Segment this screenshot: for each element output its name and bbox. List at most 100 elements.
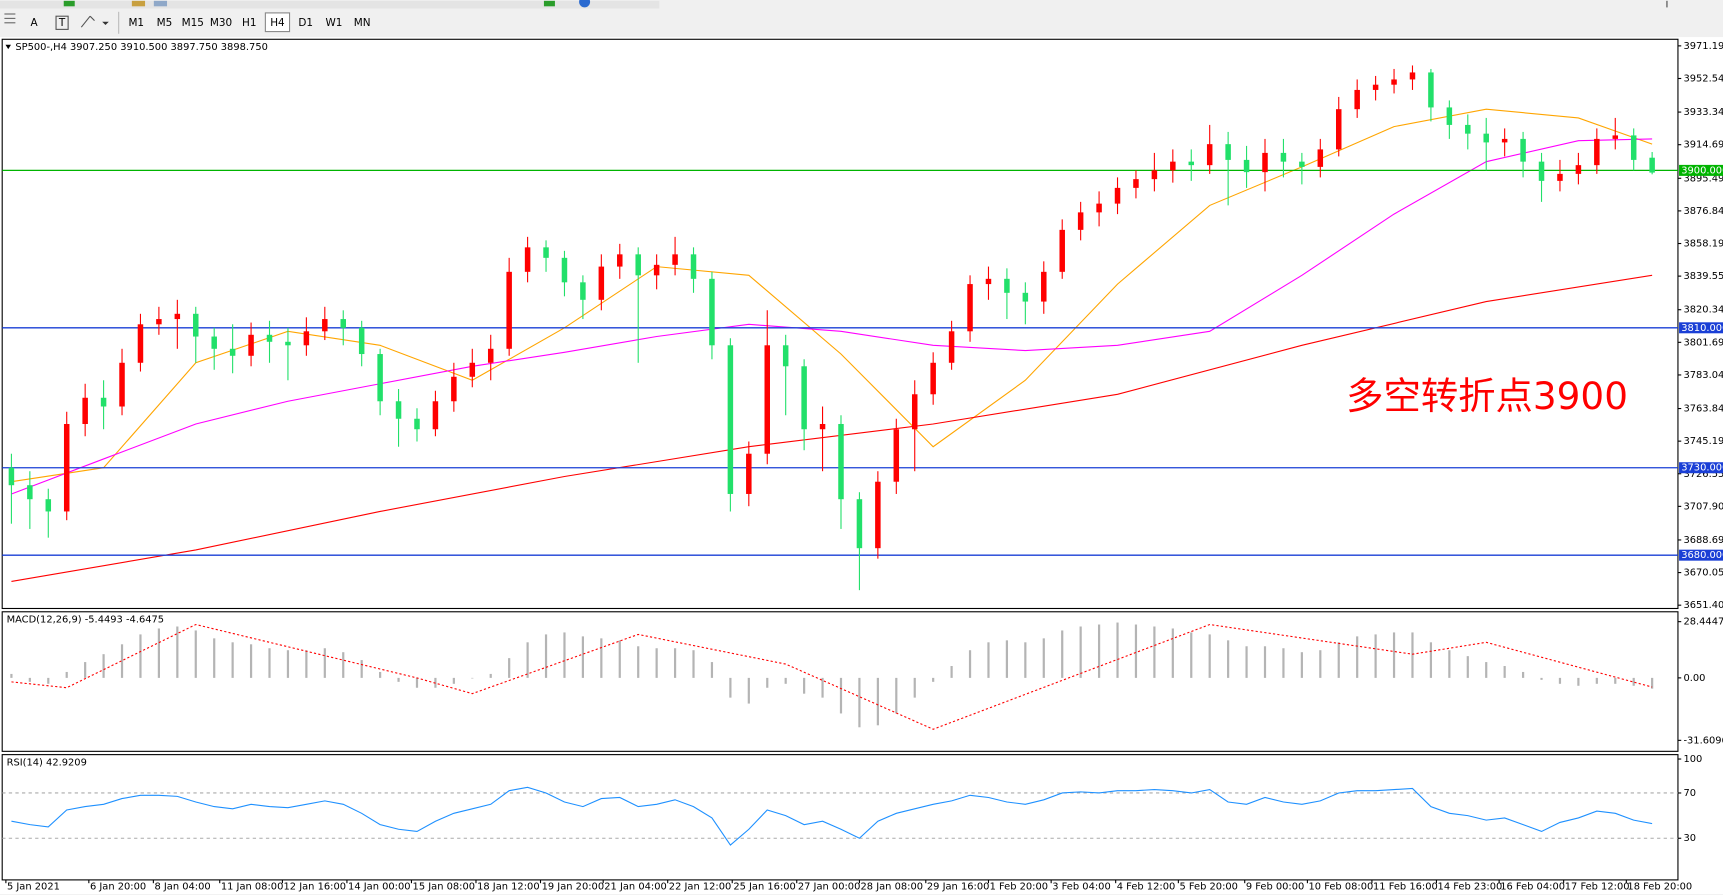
macd-bar [1116,622,1119,678]
macd-bar [1448,650,1451,678]
candle-body [1004,278,1010,293]
macd-bar [1374,634,1377,678]
icon[interactable] [63,0,75,7]
candle-body [487,348,494,363]
candle-body [524,247,531,272]
candle-body [598,266,605,300]
panel: 28.4447 0.00 -31.6096 MACD(12,26,9) -5.4493… [1,611,1723,752]
macd-bar [913,677,916,698]
x-tick-label: 14 Jan 00:00 [348,881,411,892]
macd-bar [1042,638,1045,678]
candle-body [174,313,181,320]
candle-body [561,257,568,283]
macd-bar [1466,656,1469,678]
candle-body [1465,124,1471,134]
candle-body [1649,157,1655,173]
timeframe-button[interactable]: M5 [157,17,173,29]
icon-dropdown[interactable] [102,21,109,25]
timeframe-button[interactable]: W1 [325,17,342,29]
y-tick-label: -31.6096 [1683,735,1723,746]
candle-body [801,366,807,430]
x-tick-label: 1 Feb 20:00 [990,881,1049,892]
level-label-bg [1679,164,1723,176]
macd-bar [747,677,750,704]
macd-bar [1208,634,1211,678]
macd-bar [1540,677,1543,680]
macd-bar [305,650,308,678]
macd-bar [489,673,492,678]
panel-title: MACD(12,26,9) -5.4493 -4.6475 [7,614,165,625]
timeframe-button[interactable]: M1 [128,17,144,29]
annotation: 多空转折点3900 [1346,374,1628,418]
level-label-bg [1679,322,1723,334]
candle-body [469,362,476,377]
level-label-bg [1679,462,1723,474]
macd-bar [581,636,585,678]
macd-bar [176,626,179,678]
tool-text[interactable]: A [30,17,38,29]
timeframe-button[interactable]: H4 [270,17,285,29]
macd-bar [839,677,843,714]
timeframe-button[interactable]: MN [354,17,371,29]
candle-body [690,254,697,279]
timeframe-active[interactable] [264,12,291,33]
candle-body [229,348,236,356]
macd-bar [249,644,253,678]
macd-bar [1429,642,1433,678]
icon[interactable] [579,0,591,8]
x-tick-label: 4 Feb 12:00 [1117,881,1176,892]
macd-bar [618,640,621,678]
candle-body [764,345,771,454]
icon[interactable] [543,0,555,7]
icon[interactable] [131,0,146,7]
x-tick-label: 29 Jan 16:00 [927,881,990,892]
candle-body [432,401,439,430]
tool-label[interactable]: T [58,17,66,29]
toolbar: A T M1 M5 M15 M30 H1 H4 D1 W1 MN [0,0,1723,36]
macd-bar [323,648,326,678]
macd-bar [544,634,548,678]
chart-area: 3971.195 3952.545 3933.340 3914.695 3895.490… [0,37,1723,895]
timeframe-button[interactable]: H1 [242,17,256,29]
macd-bar [157,628,160,678]
panel-frame [1,754,1679,881]
macd-bar [637,646,640,678]
candle-body [930,362,936,395]
macd-bar [194,630,197,678]
icon[interactable] [153,0,168,7]
candle-body [617,254,623,267]
macd-bar [508,658,511,678]
candle-body [1317,149,1324,167]
timeframe-button[interactable]: M30 [210,17,232,29]
moving-average [11,138,1653,495]
macd-bar [1521,671,1525,678]
y-tick-label: 0.00 [1683,673,1705,684]
tool-box[interactable] [55,15,69,30]
rsi-line [11,786,1653,846]
y-tick-label: 3670.050 [1683,568,1723,579]
x-tick-label: 14 Feb 23:00 [1438,881,1503,892]
macd-bar [950,666,953,678]
timeframe-button[interactable]: M15 [182,17,204,29]
x-tick-label: 5 Feb 20:00 [1179,881,1238,892]
candle-body [451,376,457,402]
panel-frame [1,38,1679,610]
candle-body [819,423,826,430]
macd-bar [1485,662,1488,678]
candle-body [580,282,586,300]
macd-bar [932,677,935,682]
candle-body [248,334,254,356]
y-tick-label: 3952.545 [1683,73,1723,84]
timeframe-button[interactable]: D1 [298,17,313,29]
x-tick-label: 21 Jan 04:00 [604,881,667,892]
macd-bar [47,677,50,684]
macd-bar [1263,646,1267,678]
y-tick-label: 3895.490 [1683,173,1723,184]
candle-body [985,278,992,285]
macd-bar [1503,666,1506,678]
macd-signal [11,623,1653,730]
macd-bar [766,677,769,688]
icon-arrows[interactable] [80,15,95,28]
